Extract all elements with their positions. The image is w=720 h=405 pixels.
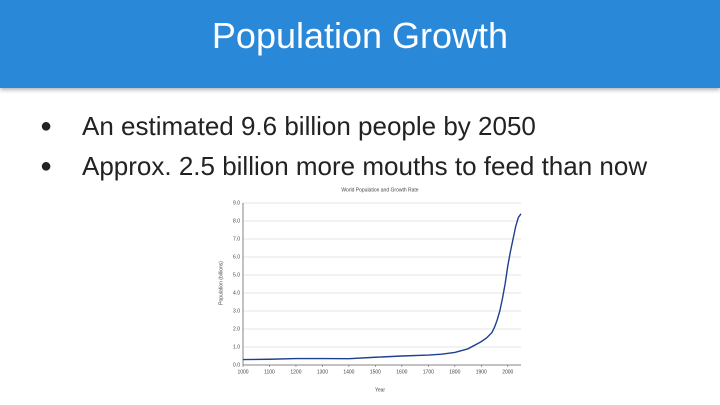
y-axis-label: Population (billions): [218, 261, 224, 305]
y-tick-label: 3.0: [233, 308, 240, 314]
x-tick-label: 1400: [343, 369, 354, 375]
x-tick-label: 2000: [502, 369, 513, 375]
x-axis-label: Year: [375, 387, 385, 393]
x-tick-label: 1700: [423, 369, 434, 375]
line-series: [242, 213, 522, 361]
bullet: Approx. 2.5 billion more mouths to feed …: [40, 146, 680, 186]
y-tick-label: 2.0: [233, 326, 240, 332]
y-tick-label: 7.0: [233, 236, 240, 242]
chart: World Population and Growth Rate Year Po…: [215, 183, 535, 395]
x-tick-label: 1600: [396, 369, 407, 375]
x-tick-label: 1800: [449, 369, 460, 375]
slide-title: Population Growth: [211, 15, 509, 56]
bullet: An estimated 9.6 billion people by 2050: [40, 106, 680, 146]
x-tick-label: 1100: [264, 369, 275, 375]
x-tick-label: 1200: [290, 369, 301, 375]
y-tick-label: 0.0: [233, 362, 240, 368]
bullet-list: An estimated 9.6 billion people by 2050 …: [40, 106, 680, 186]
header: Population Growth: [0, 0, 720, 88]
x-tick-label: 1500: [370, 369, 381, 375]
y-tick-label: 5.0: [233, 272, 240, 278]
chart-title: World Population and Growth Rate: [341, 187, 418, 193]
x-tick-label: 1000: [237, 369, 248, 375]
y-tick-label: 4.0: [233, 290, 240, 296]
y-tick-label: 8.0: [233, 218, 240, 224]
x-tick-label: 1900: [476, 369, 487, 375]
y-tick-label: 6.0: [233, 254, 240, 260]
y-tick-label: 1.0: [233, 344, 240, 350]
x-tick-label: 1300: [317, 369, 328, 375]
y-tick-label: 9.0: [233, 200, 240, 206]
